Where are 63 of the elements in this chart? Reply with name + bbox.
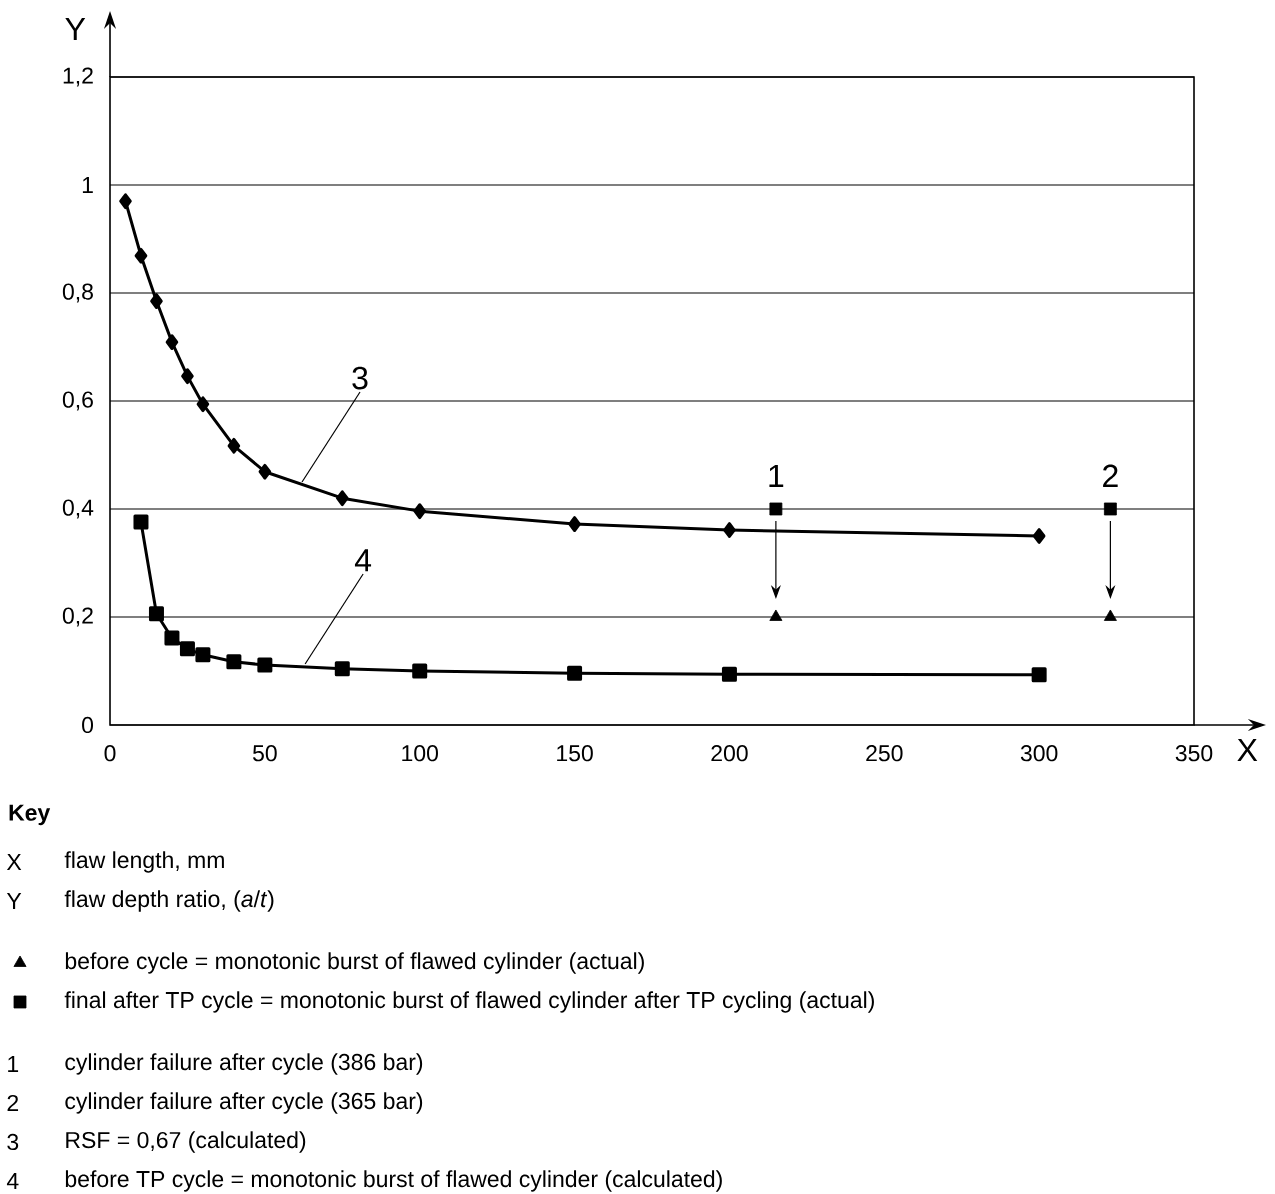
point — [133, 514, 149, 530]
point — [150, 293, 163, 309]
point — [165, 334, 179, 351]
point — [1032, 528, 1046, 544]
y-tick-label: 0,2 — [62, 607, 93, 627]
text: cylinder failure after cycle (386 bar) — [65, 1053, 423, 1075]
point — [769, 502, 783, 516]
text: cylinder failure after cycle (365 bar) — [65, 1092, 423, 1114]
y-tick-label: 1,2 — [63, 67, 93, 87]
x-tick-label: 50 — [252, 745, 277, 762]
x-tick-label: 250 — [866, 745, 903, 762]
y-tick-label: 1 — [82, 177, 93, 193]
point — [721, 666, 737, 682]
y-tick-label: 0,8 — [62, 283, 93, 303]
point — [164, 630, 180, 646]
text: 2 — [7, 1094, 19, 1112]
point — [257, 657, 273, 673]
point — [195, 647, 211, 663]
legend-label: before cycle = monotonic burst of flawed cylinder (actual) — [65, 952, 644, 974]
annotation: 2 — [1103, 464, 1118, 487]
text: 3 — [7, 1133, 19, 1151]
point — [723, 522, 736, 538]
point — [412, 663, 428, 679]
text: Key — [9, 804, 51, 826]
point — [226, 654, 242, 670]
point — [179, 641, 195, 657]
point — [196, 396, 210, 413]
point — [227, 437, 241, 454]
text: 1 — [8, 1056, 19, 1072]
y-tick-label: 0,6 — [62, 391, 93, 411]
point — [567, 665, 583, 681]
x-tick-label: 0 — [104, 745, 116, 762]
text: RSF = 0,67 (calculated) — [66, 1131, 306, 1153]
point — [134, 247, 148, 264]
point — [119, 193, 132, 210]
text: before TP cycle = monotonic burst of flawed cylinder (calculated) — [65, 1170, 722, 1192]
point — [181, 368, 194, 385]
point — [568, 516, 581, 533]
x-tick-label: 350 — [1175, 745, 1213, 762]
y-tick-label: 0,4 — [62, 499, 94, 519]
point — [148, 606, 164, 622]
point — [258, 463, 272, 480]
point — [334, 661, 350, 677]
text: 4 — [6, 1173, 19, 1189]
x-tick-label: 100 — [402, 745, 438, 762]
point — [1103, 502, 1117, 516]
point — [335, 490, 349, 507]
y-tick-label: 0 — [82, 716, 94, 734]
text: flaw length, mm — [64, 851, 224, 873]
text: Y — [6, 893, 22, 909]
x-tick-label: 150 — [557, 745, 593, 762]
annotation: 4 — [354, 549, 372, 572]
y-axis-title: Y — [65, 17, 86, 40]
legend-label: final after TP cycle = monotonic burst of flawed cylinder after TP cycling (actual) — [64, 991, 874, 1013]
point — [1031, 667, 1047, 683]
annotation: 1 — [769, 464, 784, 487]
x-tick-label: 300 — [1020, 745, 1058, 762]
point — [413, 503, 427, 520]
annotation: 3 — [352, 366, 368, 390]
x-axis-title: X — [1237, 739, 1258, 762]
text: flaw depth ratio, (a/t) — [64, 890, 274, 912]
text: X — [6, 854, 22, 870]
x-tick-label: 200 — [711, 745, 748, 762]
